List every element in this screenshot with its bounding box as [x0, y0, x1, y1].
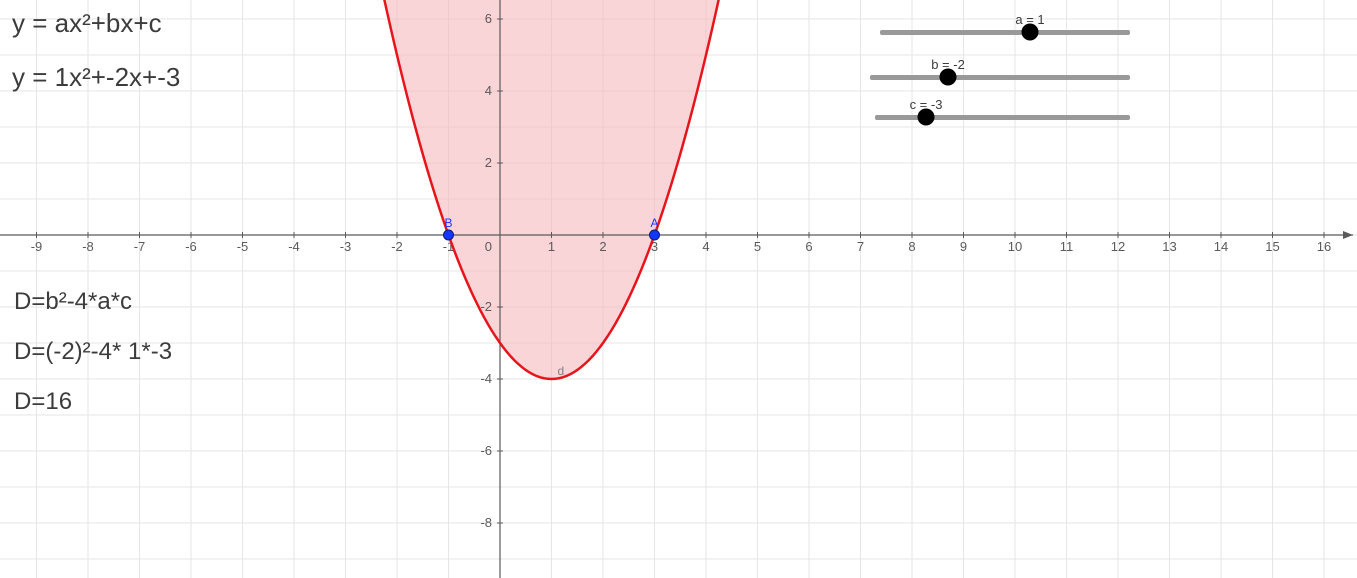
- y-tick-label: -6: [480, 443, 492, 458]
- root-label-b: B: [445, 216, 453, 230]
- x-tick-label: 10: [1008, 239, 1022, 254]
- discriminant-result: D=16: [14, 388, 72, 416]
- x-tick-label: -4: [288, 239, 300, 254]
- x-tick-label: -5: [237, 239, 249, 254]
- slider-label-c: c = -3: [910, 97, 943, 112]
- x-tick-label: 12: [1111, 239, 1125, 254]
- x-tick-label: -7: [134, 239, 146, 254]
- x-tick-label: -9: [31, 239, 43, 254]
- x-tick-label: 9: [960, 239, 967, 254]
- coordinate-plane: -9-8-7-6-5-4-3-2-11234567891011121314151…: [0, 0, 1357, 578]
- x-tick-label: 7: [857, 239, 864, 254]
- slider-track-b[interactable]: [870, 75, 1130, 80]
- y-tick-label: -8: [480, 515, 492, 530]
- x-tick-label: 5: [754, 239, 761, 254]
- x-tick-label: 4: [702, 239, 709, 254]
- x-tick-label: 8: [908, 239, 915, 254]
- discriminant-substituted: D=(-2)²-4* 1*-3: [14, 338, 172, 366]
- parabola-fill: [327, 0, 776, 379]
- x-tick-label: -8: [82, 239, 94, 254]
- x-tick-label: 6: [805, 239, 812, 254]
- origin-label: 0: [485, 239, 492, 254]
- x-tick-label: 14: [1214, 239, 1228, 254]
- root-label-a: A: [651, 216, 659, 230]
- x-tick-label: 1: [548, 239, 555, 254]
- x-tick-label: 15: [1265, 239, 1279, 254]
- equation-general: y = ax²+bx+c: [12, 8, 162, 39]
- slider-track-c[interactable]: [875, 115, 1130, 120]
- x-tick-label: 16: [1317, 239, 1331, 254]
- slider-track-a[interactable]: [880, 30, 1130, 35]
- equation-specific: y = 1x²+-2x+-3: [12, 62, 180, 93]
- y-tick-label: 2: [485, 155, 492, 170]
- x-tick-label: 13: [1162, 239, 1176, 254]
- discriminant-formula: D=b²-4*a*c: [14, 288, 132, 316]
- x-tick-label: -6: [185, 239, 197, 254]
- root-point-a[interactable]: [650, 230, 660, 240]
- x-tick-label: 2: [599, 239, 606, 254]
- x-axis-arrow: [1343, 231, 1353, 239]
- y-tick-label: 4: [485, 83, 492, 98]
- x-tick-label: -3: [340, 239, 352, 254]
- y-tick-label: 6: [485, 11, 492, 26]
- x-tick-label: 11: [1060, 239, 1074, 254]
- vertex-label: d: [558, 364, 565, 378]
- y-tick-label: -4: [480, 371, 492, 386]
- slider-label-b: b = -2: [931, 57, 965, 72]
- root-point-b[interactable]: [444, 230, 454, 240]
- slider-label-a: a = 1: [1015, 12, 1044, 27]
- x-tick-label: -2: [391, 239, 403, 254]
